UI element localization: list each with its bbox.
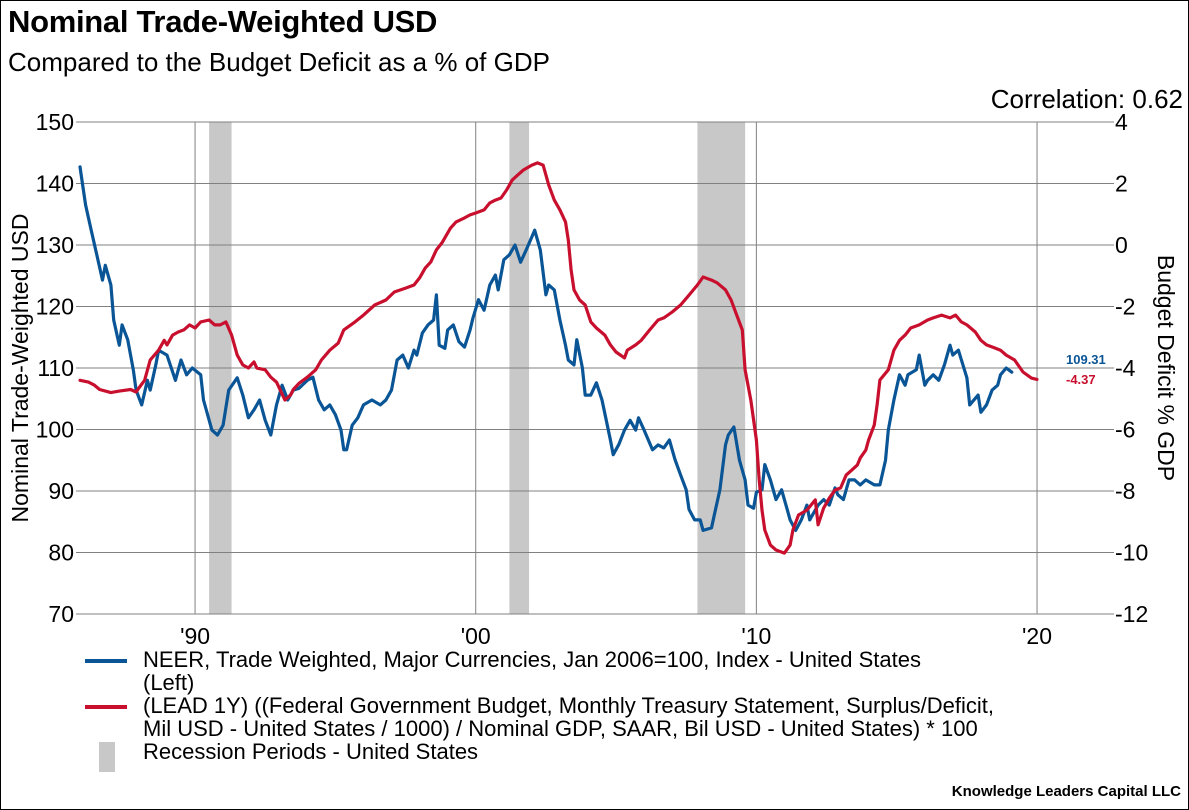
chart-subtitle: Compared to the Budget Deficit as a % of… xyxy=(8,47,550,77)
right-tick-label: -2 xyxy=(1115,294,1135,320)
legend-label-neer-line1: NEER, Trade Weighted, Major Currencies, … xyxy=(143,647,921,672)
correlation-annotation: Correlation: 0.62 xyxy=(990,84,1183,114)
legend-item-recession: Recession Periods - United States xyxy=(85,739,1073,772)
x-tick-label: '20 xyxy=(1022,623,1052,649)
right-tick-label: -8 xyxy=(1115,478,1135,504)
right-tick-label: 2 xyxy=(1115,171,1128,197)
x-tick-label: '00 xyxy=(461,623,491,649)
left-tick-label: 130 xyxy=(36,232,74,258)
right-tick-label: -10 xyxy=(1115,540,1148,566)
series-line-deficit xyxy=(78,161,1039,555)
legend-item-deficit: (LEAD 1Y) ((Federal Government Budget, M… xyxy=(85,694,1073,740)
legend-label-recession: Recession Periods - United States xyxy=(143,739,479,764)
right-tick-label: -6 xyxy=(1115,417,1135,443)
last-value-label-deficit: -4.37 xyxy=(1066,372,1096,387)
gridlines xyxy=(76,121,1114,615)
series-lines xyxy=(78,161,1039,555)
right-tick-label: -12 xyxy=(1115,601,1148,627)
left-tick-label: 150 xyxy=(36,109,74,135)
x-tick-label: '90 xyxy=(180,623,210,649)
legend-label-deficit-line1: (LEAD 1Y) ((Federal Government Budget, M… xyxy=(143,693,995,718)
legend-swatch-recession xyxy=(99,742,115,772)
x-tick-label: '10 xyxy=(741,623,771,649)
series-line-neer xyxy=(78,165,1014,532)
legend: NEER, Trade Weighted, Major Currencies, … xyxy=(85,648,1073,772)
left-tick-label: 100 xyxy=(36,417,74,443)
left-axis-title: Nominal Trade-Weighted USD xyxy=(7,214,33,523)
left-tick-label: 140 xyxy=(36,171,74,197)
legend-item-neer: NEER, Trade Weighted, Major Currencies, … xyxy=(85,648,1073,694)
right-tick-label: 4 xyxy=(1115,109,1128,135)
source-credit: Knowledge Leaders Capital LLC xyxy=(951,783,1181,800)
left-tick-label: 120 xyxy=(36,294,74,320)
last-value-label-neer: 109.31 xyxy=(1066,352,1106,367)
axis-ticks: 70 80 90 100 110 120 130 140 150 -12 -10 -8 -6 -4 -2 0 2… xyxy=(36,109,1149,649)
legend-label-neer-line2: (Left) xyxy=(143,670,195,695)
legend-line-deficit xyxy=(85,705,127,709)
left-tick-label: 70 xyxy=(48,601,74,627)
legend-line-neer xyxy=(85,659,127,663)
chart-title: Nominal Trade-Weighted USD xyxy=(8,4,438,39)
left-tick-label: 90 xyxy=(48,478,74,504)
legend-label-deficit-line2: Mil USD - United States / 1000) / Nomina… xyxy=(143,716,978,741)
left-tick-label: 110 xyxy=(37,355,74,381)
right-tick-label: 0 xyxy=(1115,232,1128,258)
right-axis-title: Budget Deficit % GDP xyxy=(1153,255,1179,481)
left-tick-label: 80 xyxy=(48,540,74,566)
right-tick-label: -4 xyxy=(1115,355,1136,381)
